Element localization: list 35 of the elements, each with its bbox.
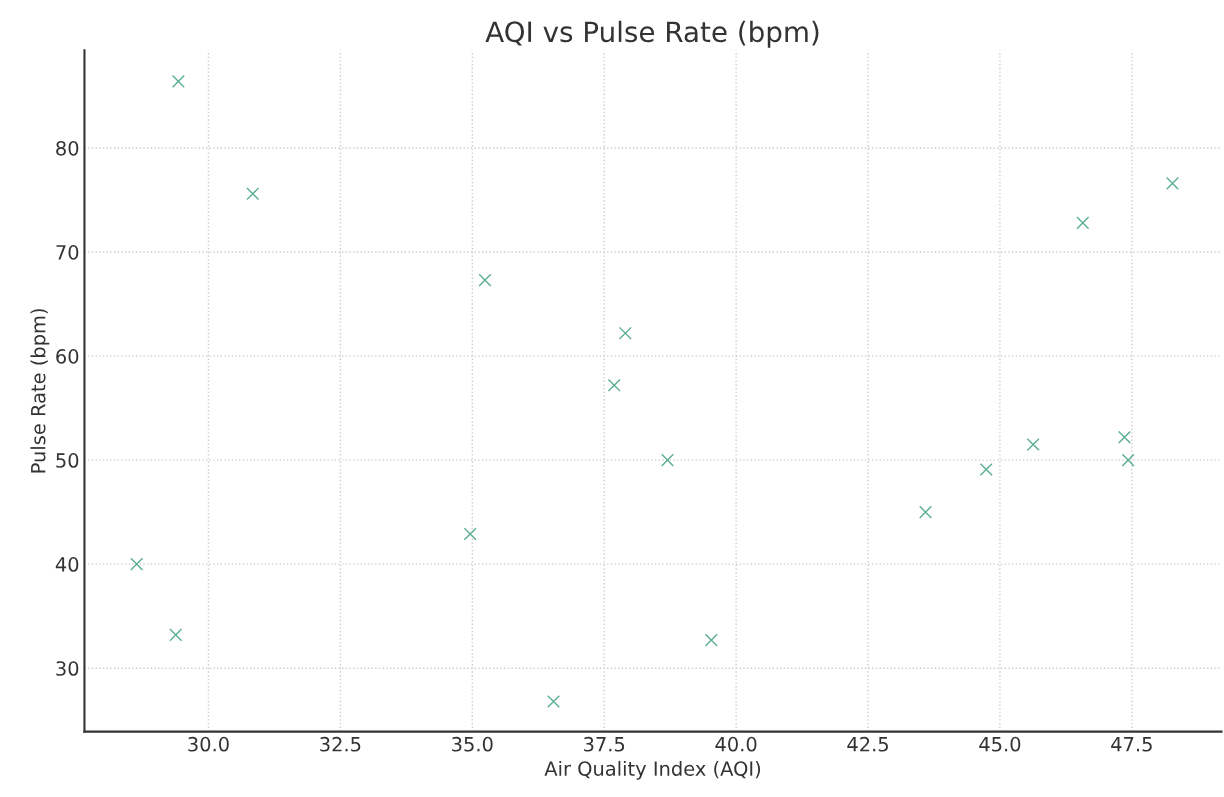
y-tick-label: 30 [56, 661, 79, 676]
point [169, 628, 183, 642]
point [979, 462, 993, 476]
y-tick-label: 50 [56, 453, 79, 468]
point [547, 694, 561, 708]
chart-title: AQI vs Pulse Rate (bpm) [485, 20, 819, 48]
x-tick-label: 40.0 [715, 736, 757, 752]
x-tick-label: 32.5 [320, 736, 361, 752]
y-tick-label: 80 [56, 140, 79, 156]
point [1117, 430, 1131, 444]
point [463, 527, 477, 541]
point [478, 273, 492, 287]
x-tick-label: 42.5 [847, 736, 888, 752]
point [661, 453, 675, 467]
point [618, 326, 632, 340]
x-tick-label: 35.0 [452, 736, 493, 752]
point [1165, 176, 1179, 190]
point [1076, 216, 1090, 230]
point [607, 378, 621, 392]
y-tick-label: 60 [56, 349, 79, 364]
point [246, 187, 260, 201]
y-axis-title: Pulse Rate (bpm) [30, 309, 50, 473]
point [1121, 453, 1135, 467]
x-tick-label: 30.0 [188, 736, 229, 752]
point [1026, 438, 1040, 452]
point [919, 505, 933, 519]
x-axis-title: Air Quality Index (AQI) [544, 760, 761, 780]
point [171, 74, 185, 88]
point [704, 633, 718, 647]
y-tick-label: 70 [56, 245, 79, 260]
point [130, 557, 144, 571]
x-tick-label: 37.5 [584, 736, 625, 752]
y-tick-label: 40 [55, 557, 79, 572]
x-tick-label: 45.0 [979, 736, 1021, 752]
x-tick-label: 47.5 [1111, 737, 1152, 752]
